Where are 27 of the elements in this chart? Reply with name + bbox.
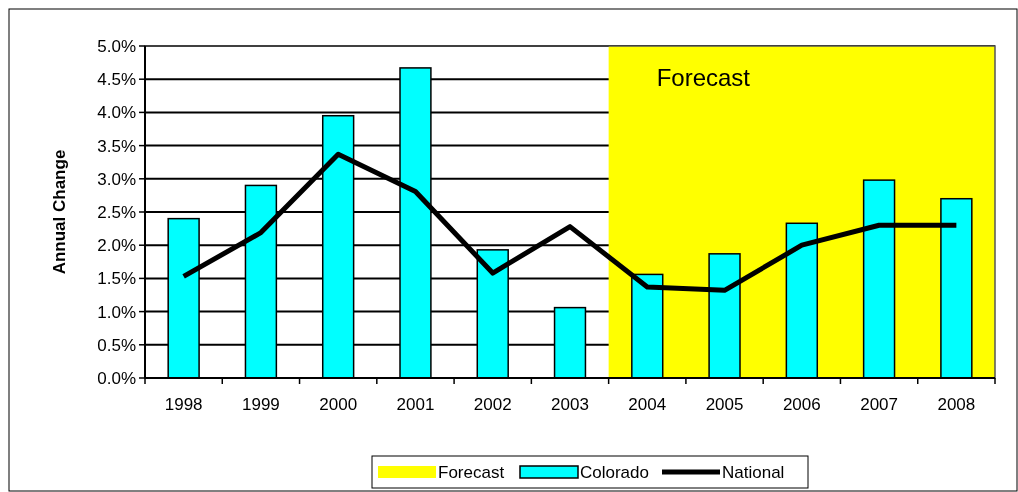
y-tick-label: 0.5% xyxy=(97,335,136,355)
y-tick-label: 0.0% xyxy=(97,368,136,388)
y-tick-label: 1.5% xyxy=(97,269,136,289)
x-tick-label: 2000 xyxy=(319,395,358,414)
legend-label: Colorado xyxy=(580,462,649,482)
y-tick-label: 1.0% xyxy=(97,302,136,322)
y-axis-title: Annual Change xyxy=(50,149,69,275)
y-tick-label: 3.5% xyxy=(97,136,136,156)
legend-label: National xyxy=(722,462,785,482)
y-tick-label: 4.5% xyxy=(97,70,136,90)
x-tick-label: 2002 xyxy=(473,395,512,414)
x-tick-label: 2003 xyxy=(551,395,589,414)
x-tick-label: 1998 xyxy=(164,395,203,414)
x-tick-label: 2004 xyxy=(628,395,667,414)
y-tick-label: 2.5% xyxy=(97,202,136,222)
x-tick-label: 2006 xyxy=(782,395,821,414)
band-label: Forecast xyxy=(656,64,751,91)
y-tick-label: 5.0% xyxy=(97,36,136,56)
x-tick-label: 2007 xyxy=(860,395,898,414)
y-tick-label: 4.0% xyxy=(97,103,136,123)
x-tick-label: 1999 xyxy=(242,395,280,414)
text: Forecast xyxy=(438,462,505,482)
x-tick-label: 2005 xyxy=(705,395,744,414)
x-tick-label: 2001 xyxy=(396,395,435,414)
x-tick-label: 2008 xyxy=(937,395,976,414)
y-tick-label: 2.0% xyxy=(97,236,136,256)
y-tick-label: 3.0% xyxy=(97,169,136,189)
